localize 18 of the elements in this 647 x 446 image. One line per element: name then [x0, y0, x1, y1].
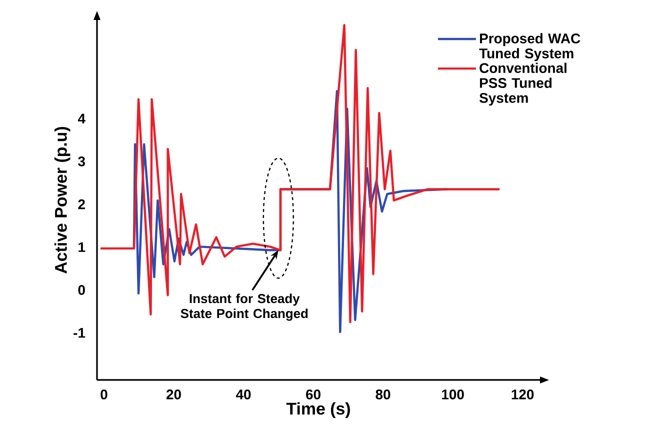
y-tick-label: -1 — [74, 328, 86, 338]
x-tick-label: 100 — [442, 389, 464, 400]
x-tick-label: 40 — [236, 389, 251, 400]
y-tick-label: 2 — [78, 199, 85, 210]
y-tick-label: 0 — [78, 285, 85, 295]
y-tick-label: 3 — [78, 156, 85, 166]
annotation: Instant for Steady State Point Changed — [180, 294, 308, 321]
x-tick-label: 80 — [376, 389, 390, 400]
x-axis-title: Time (s) — [286, 402, 350, 418]
y-tick-label: 4 — [78, 114, 86, 124]
legend-label: Conventional PSS Tuned System — [479, 62, 566, 106]
legend-label: Proposed WAC Tuned System — [479, 33, 580, 62]
x-tick-label: 60 — [306, 389, 320, 400]
y-axis-title: Active Power (p.u) — [54, 126, 70, 274]
x-tick-label: 20 — [166, 389, 181, 400]
x-tick-label: 120 — [512, 389, 534, 400]
x-tick-label: 0 — [100, 389, 108, 400]
y-tick-label: 1 — [78, 242, 86, 252]
